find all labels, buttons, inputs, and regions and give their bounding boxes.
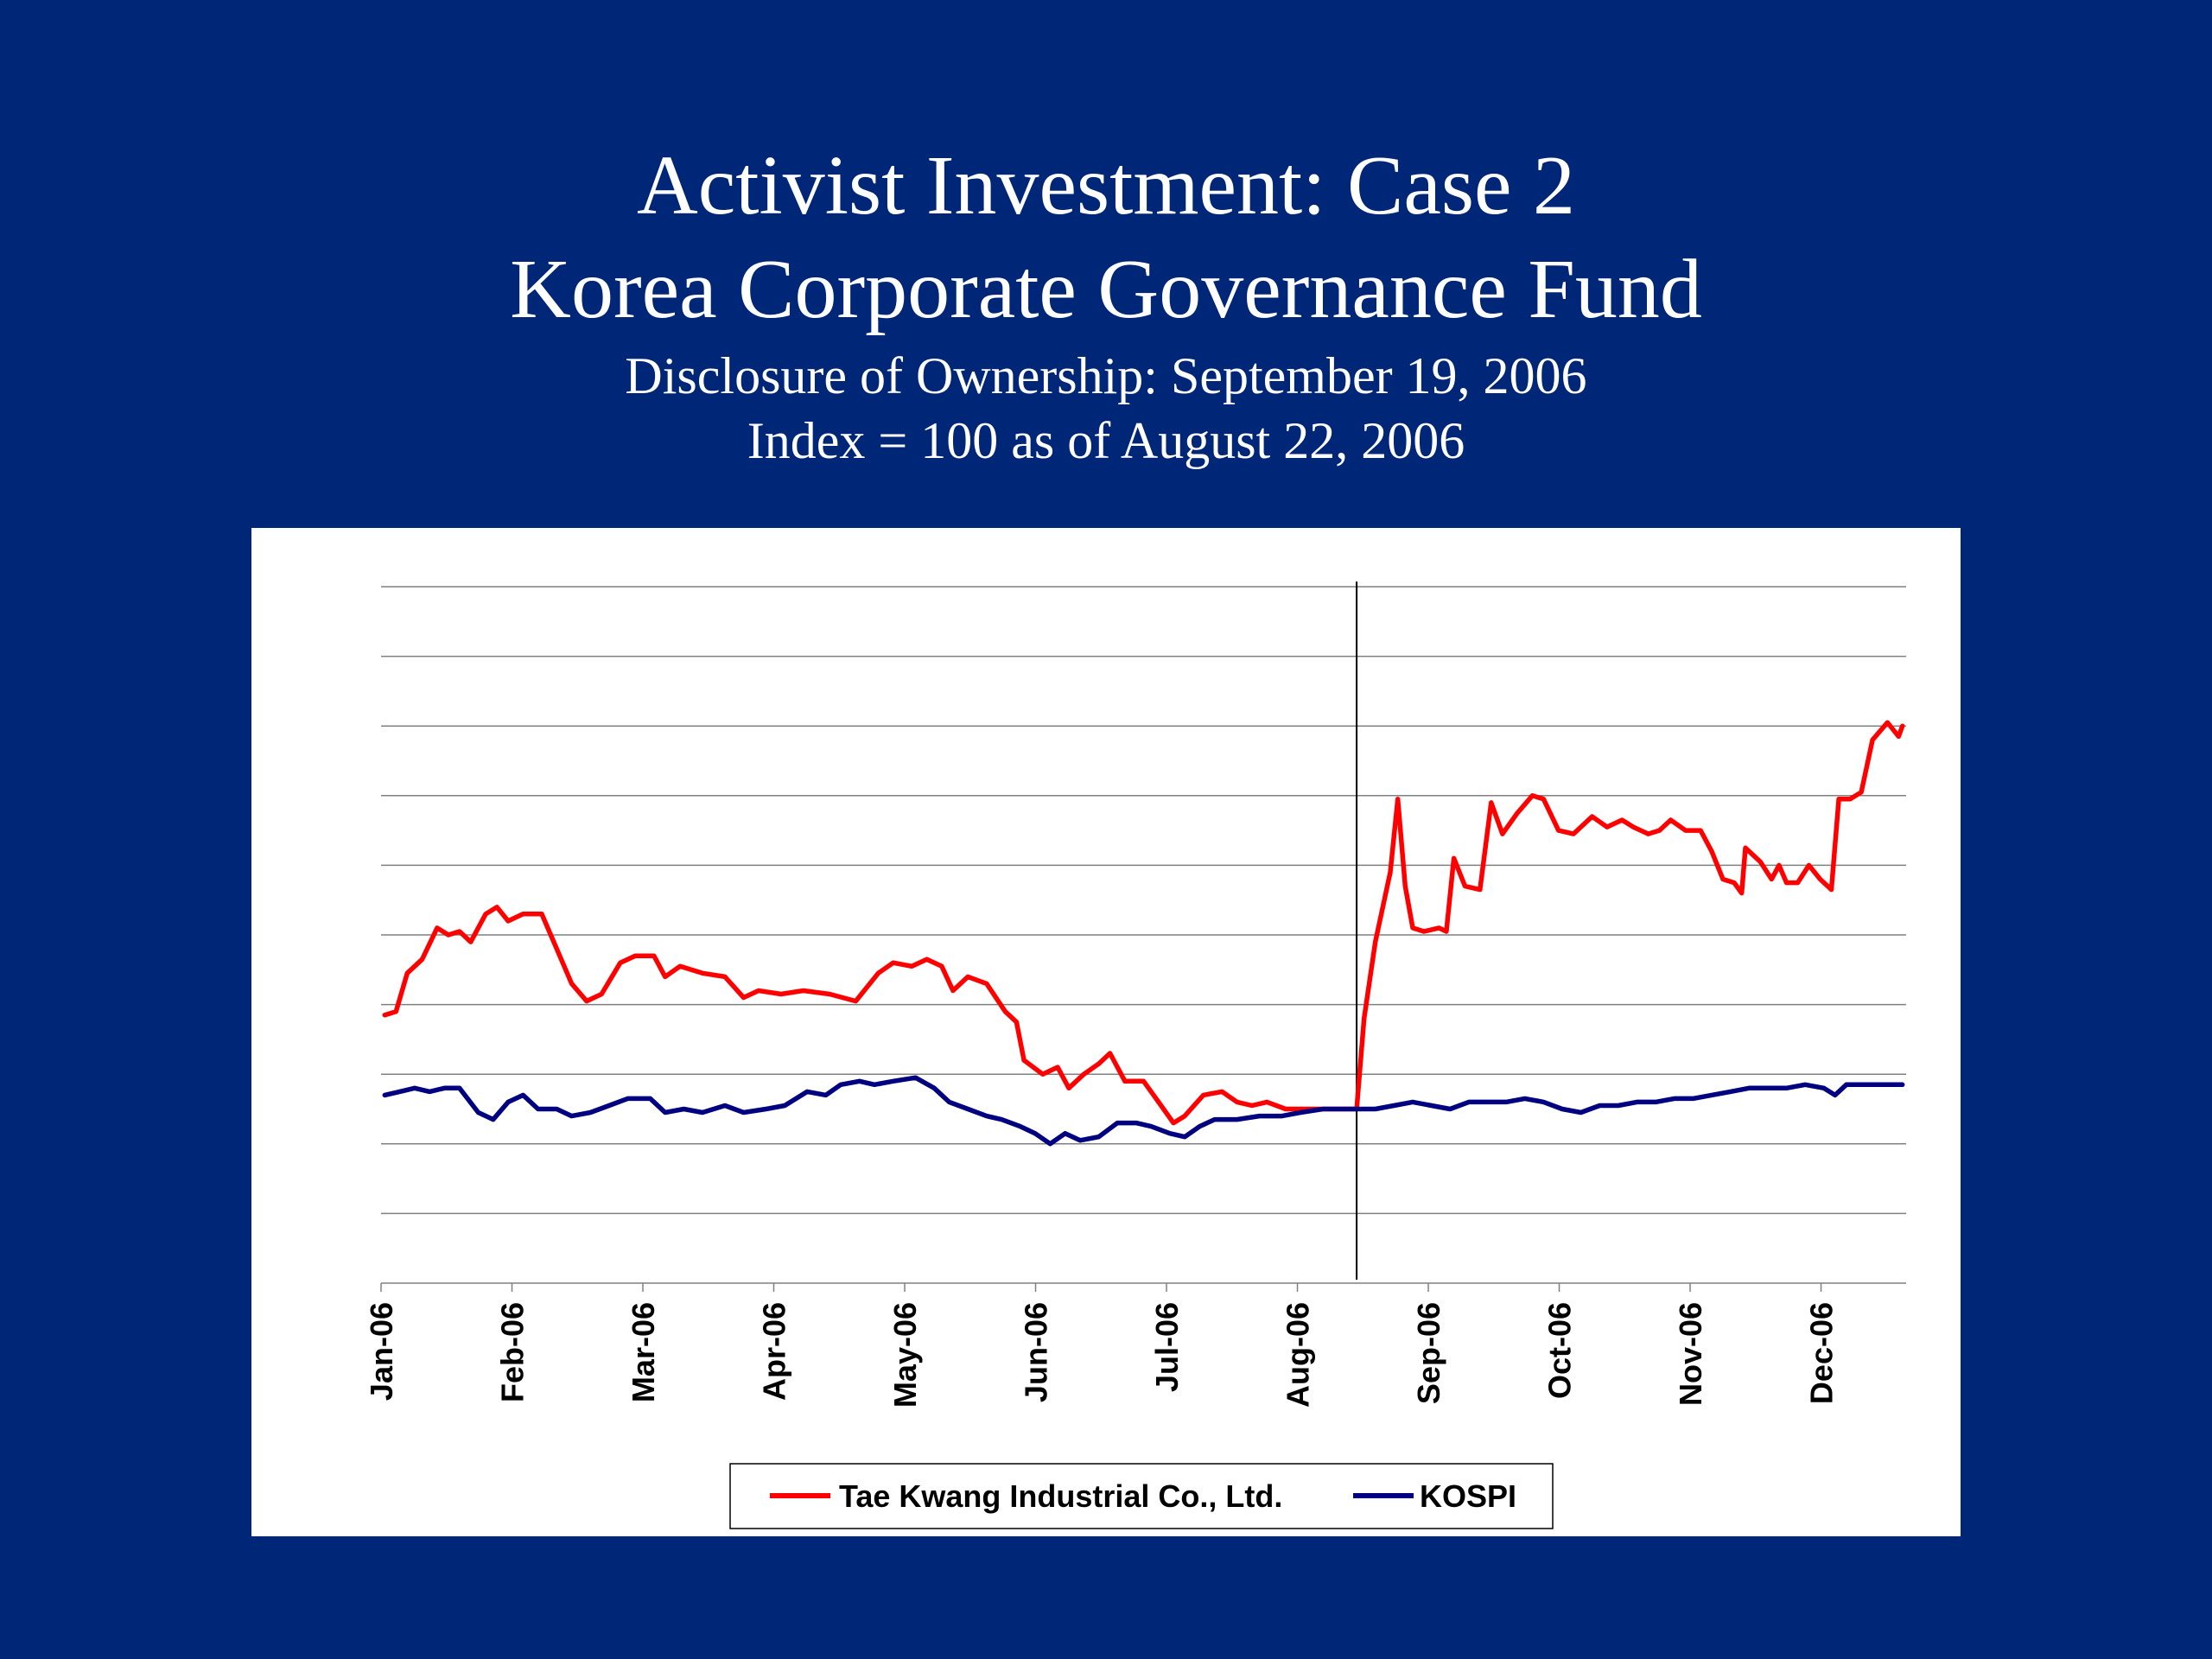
- slide-subtitle-line1: Disclosure of Ownership: September 19, 2…: [625, 347, 1587, 404]
- legend-label-tae-kwang: Tae Kwang Industrial Co., Ltd.: [839, 1478, 1282, 1514]
- series-lines: [382, 720, 1905, 1147]
- line-chart: Jan-06 Feb-06 Mar-06 Apr-06 May-06 Jun-06 Jul-…: [364, 582, 1906, 1529]
- x-tick-label: Dec-06: [1804, 1302, 1840, 1404]
- slide-title-line1: Activist Investment: Case 2: [637, 139, 1575, 232]
- x-tick-label: Sep-06: [1411, 1302, 1446, 1404]
- x-axis: Jan-06 Feb-06 Mar-06 Apr-06 May-06 Jun-06 Jul-…: [364, 1282, 1906, 1408]
- chart-panel: Jan-06 Feb-06 Mar-06 Apr-06 May-06 Jun-06 Jul-…: [251, 528, 1961, 1536]
- x-tick-label: Mar-06: [626, 1302, 661, 1402]
- series-line-kospi: [382, 1075, 1905, 1147]
- slide-subtitle-line2: Index = 100 as of August 22, 2006: [747, 412, 1465, 469]
- series-line-tae-kwang: [382, 720, 1905, 1126]
- x-tick-label: Aug-06: [1281, 1302, 1316, 1408]
- gridlines: [381, 586, 1906, 1215]
- x-tick-label: Feb-06: [495, 1302, 531, 1402]
- x-tick-label: Jul-06: [1149, 1302, 1185, 1392]
- legend: Tae Kwang Industrial Co., Ltd. KOSPI: [729, 1463, 1554, 1529]
- x-tick-label: Oct-06: [1542, 1302, 1578, 1399]
- legend-box: [729, 1463, 1554, 1529]
- x-tick-label: Jun-06: [1019, 1302, 1054, 1402]
- x-tick-label: May-06: [887, 1302, 923, 1408]
- slide-title-line2: Korea Corporate Governance Fund: [510, 243, 1702, 336]
- x-tick-label: Jan-06: [364, 1302, 399, 1401]
- legend-label-kospi: KOSPI: [1420, 1478, 1516, 1514]
- x-tick-label: Nov-06: [1673, 1302, 1708, 1406]
- x-tick-label: Apr-06: [757, 1302, 792, 1401]
